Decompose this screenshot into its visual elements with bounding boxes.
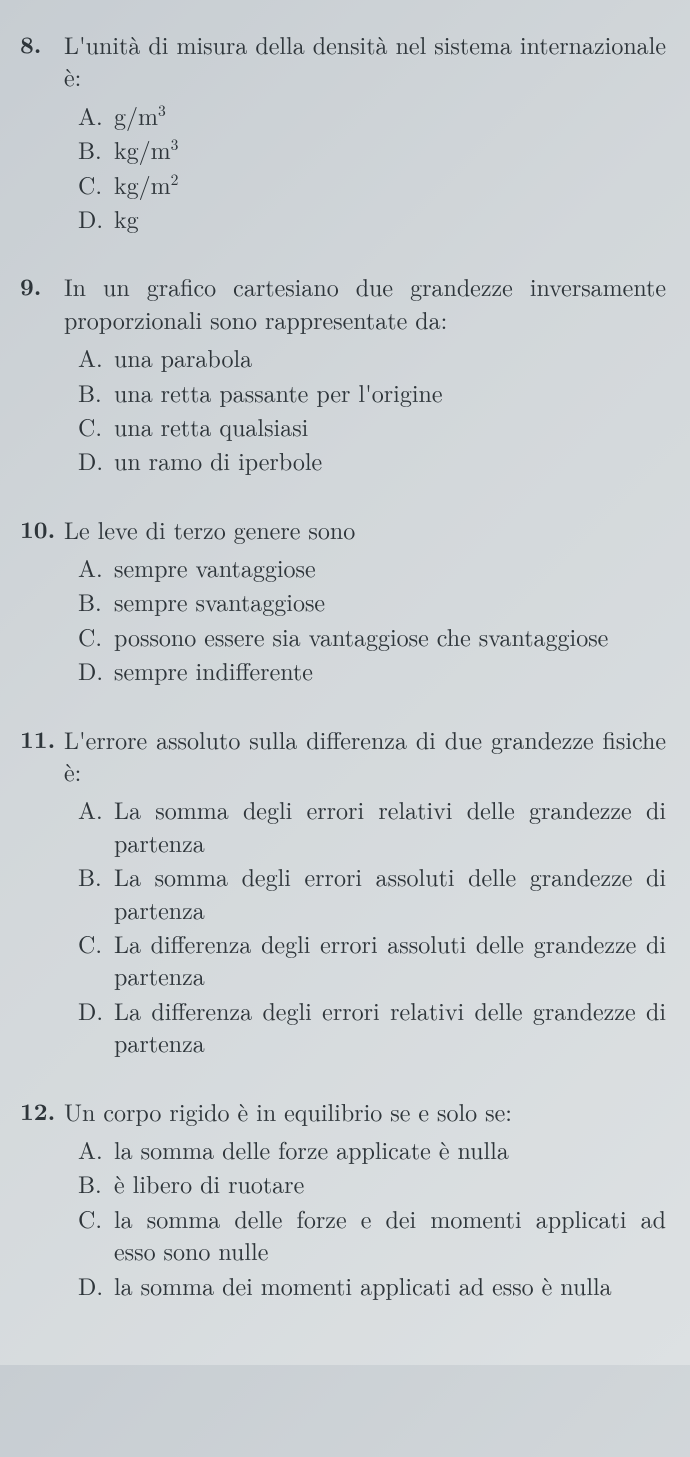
question-text: In un grafico cartesiano due grandezze i… [64,270,666,335]
question: 9.In un grafico cartesiano due grandezze… [20,270,666,478]
option-text: la somma delle forze applicate è nulla [114,1133,666,1165]
option-text: La differenza degli errori relativi dell… [114,994,666,1059]
option-text: un ramo di iperbole [114,444,666,476]
option-label: A. [78,99,114,131]
option-text: sempre svantaggiose [114,585,666,617]
option-label: B. [78,133,114,165]
option-list: A.g/m3B.kg/m3C.kg/m2D.kg [64,99,666,235]
option-label: D. [78,654,114,686]
option-label: C. [78,168,114,200]
option: C.kg/m2 [78,168,666,200]
question: 8.L'unità di misura della densità nel si… [20,28,666,236]
option: B.sempre svantaggiose [78,585,666,617]
option: B.è libero di ruotare [78,1167,666,1199]
option-text: kg/m3 [114,133,666,165]
option-text: la somma dei momenti applicati ad esso è… [114,1269,666,1301]
question: 12.Un corpo rigido è in equilibrio se e … [20,1095,666,1303]
option: C.una retta qualsiasi [78,410,666,442]
option-text: sempre vantaggiose [114,551,666,583]
option-text: una retta passante per l'origine [114,376,666,408]
question-body: L'errore assoluto sulla differenza di du… [64,723,666,1061]
option: A.g/m3 [78,99,666,131]
option-label: D. [78,202,114,234]
option-label: C. [78,927,114,959]
option: B.La somma degli errori assoluti delle g… [78,860,666,925]
option-label: A. [78,1133,114,1165]
option: A.una parabola [78,341,666,373]
option: B.una retta passante per l'origine [78,376,666,408]
question-body: Un corpo rigido è in equilibrio se e sol… [64,1095,666,1303]
option: D.La differenza degli errori relativi de… [78,994,666,1059]
option-label: D. [78,444,114,476]
option: C.La differenza degli errori assoluti de… [78,927,666,992]
question-body: Le leve di terzo genere sono A.sempre van… [64,513,666,689]
question-number: 11. [20,723,64,755]
option: D.kg [78,202,666,234]
option-list: A.sempre vantaggioseB.sempre svantaggios… [64,551,666,687]
option-text: la somma delle forze e dei momenti appli… [114,1202,666,1267]
option-list: A.la somma delle forze applicate è nulla… [64,1133,666,1301]
option-label: B. [78,1167,114,1199]
question-body: In un grafico cartesiano due grandezze i… [64,270,666,478]
question-number: 12. [20,1095,64,1127]
question-number: 8. [20,28,64,60]
option-list: A.La somma degli errori relativi delle g… [64,793,666,1058]
option: A.sempre vantaggiose [78,551,666,583]
option-text: è libero di ruotare [114,1167,666,1199]
option-label: B. [78,585,114,617]
option-text: sempre indifferente [114,654,666,686]
option: D.sempre indifferente [78,654,666,686]
question-text: Le leve di terzo genere sono [64,513,666,545]
option-label: C. [78,410,114,442]
option-label: C. [78,620,114,652]
option-label: A. [78,341,114,373]
option-label: C. [78,1202,114,1234]
question-text: L'unità di misura della densità nel sist… [64,28,666,93]
option-list: A.una parabolaB.una retta passante per l… [64,341,666,477]
option: B.kg/m3 [78,133,666,165]
option-label: D. [78,994,114,1026]
option: D.la somma dei momenti applicati ad esso… [78,1269,666,1301]
question-text: L'errore assoluto sulla differenza di du… [64,723,666,788]
option: A.La somma degli errori relativi delle g… [78,793,666,858]
option-label: A. [78,551,114,583]
option-text: una parabola [114,341,666,373]
option: C.possono essere sia vantaggiose che sva… [78,620,666,652]
question-number: 10. [20,513,64,545]
option-text: g/m3 [114,99,666,131]
option-text: possono essere sia vantaggiose che svant… [114,620,666,652]
question-number: 9. [20,270,64,302]
question-text: Un corpo rigido è in equilibrio se e sol… [64,1095,666,1127]
option-label: B. [78,376,114,408]
question-body: L'unità di misura della densità nel sist… [64,28,666,236]
option-text: una retta qualsiasi [114,410,666,442]
question-list: 8.L'unità di misura della densità nel si… [20,28,666,1303]
option-label: D. [78,1269,114,1301]
option-text: La differenza degli errori assoluti dell… [114,927,666,992]
option: C.la somma delle forze e dei momenti app… [78,1202,666,1267]
option-text: kg [114,202,666,234]
option: A.la somma delle forze applicate è nulla [78,1133,666,1165]
option-text: kg/m2 [114,168,666,200]
option-label: B. [78,860,114,892]
option-label: A. [78,793,114,825]
option: D.un ramo di iperbole [78,444,666,476]
option-text: La somma degli errori assoluti delle gra… [114,860,666,925]
question: 11.L'errore assoluto sulla differenza di… [20,723,666,1061]
option-text: La somma degli errori relativi delle gra… [114,793,666,858]
question: 10.Le leve di terzo genere sonoA.sempre … [20,513,666,689]
